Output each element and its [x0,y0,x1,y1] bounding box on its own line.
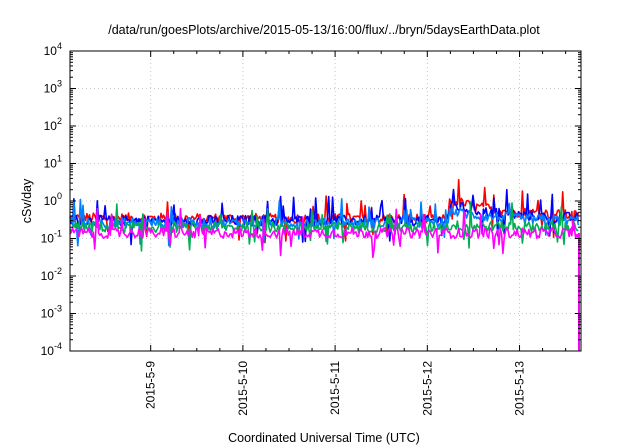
y-tick-label: 10-2 [41,266,62,283]
y-tick-exponent: -2 [54,266,62,276]
y-tick-base: 10 [41,269,55,283]
y-tick-exponent: -3 [54,304,62,314]
y-tick-label: 10-4 [41,341,62,358]
x-tick-label: 2015-5-13 [513,361,527,416]
y-tick-exponent: -1 [54,229,62,239]
y-tick-base: 10 [44,119,58,133]
y-tick-label: 100 [44,191,62,208]
x-tick-label: 2015-5-10 [236,361,250,416]
x-axis: 2015-5-9 2015-5-10 2015-5-11 2015-5-12 2015-… [144,51,567,416]
y-tick-base: 10 [41,232,55,246]
series-line-4 [69,201,579,252]
y-tick-base: 10 [44,44,58,58]
y-tick-exponent: 2 [57,116,62,126]
y-tick-base: 10 [44,157,58,171]
y-tick-label: 102 [44,116,62,133]
y-tick-label: 104 [44,41,62,58]
y-tick-label: 103 [44,79,62,96]
x-axis-label: Coordinated Universal Time (UTC) [228,431,420,445]
series-line-3 [69,198,580,247]
y-tick-label: 101 [44,154,62,171]
y-tick-exponent: -4 [54,341,62,351]
y-axis-label: cSv/day [20,178,34,223]
y-tick-base: 10 [41,344,55,358]
y-tick-exponent: 1 [57,154,62,164]
x-tick-label: 2015-5-9 [144,361,158,409]
series-line-5 [69,207,580,259]
y-tick-base: 10 [44,194,58,208]
y-tick-exponent: 0 [57,191,62,201]
y-tick-label: 10-3 [41,304,62,321]
series-group [69,178,580,351]
chart-title: /data/run/goesPlots/archive/2015-05-13/1… [108,23,540,37]
x-tick-label: 2015-5-12 [420,361,434,416]
y-tick-exponent: 3 [57,79,62,89]
x-tick-label: 2015-5-11 [328,361,342,415]
y-tick-label: 10-1 [41,229,62,246]
y-tick-exponent: 4 [57,41,62,51]
y-tick-base: 10 [41,307,55,321]
series-line-2 [69,188,580,246]
y-tick-base: 10 [44,82,58,96]
